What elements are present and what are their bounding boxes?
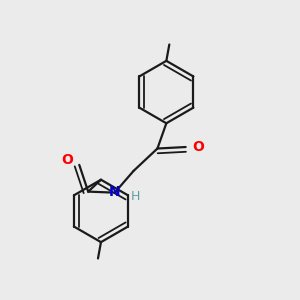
Text: O: O	[61, 153, 73, 167]
Text: H: H	[131, 190, 140, 202]
Text: O: O	[192, 140, 204, 154]
Text: N: N	[109, 184, 120, 199]
